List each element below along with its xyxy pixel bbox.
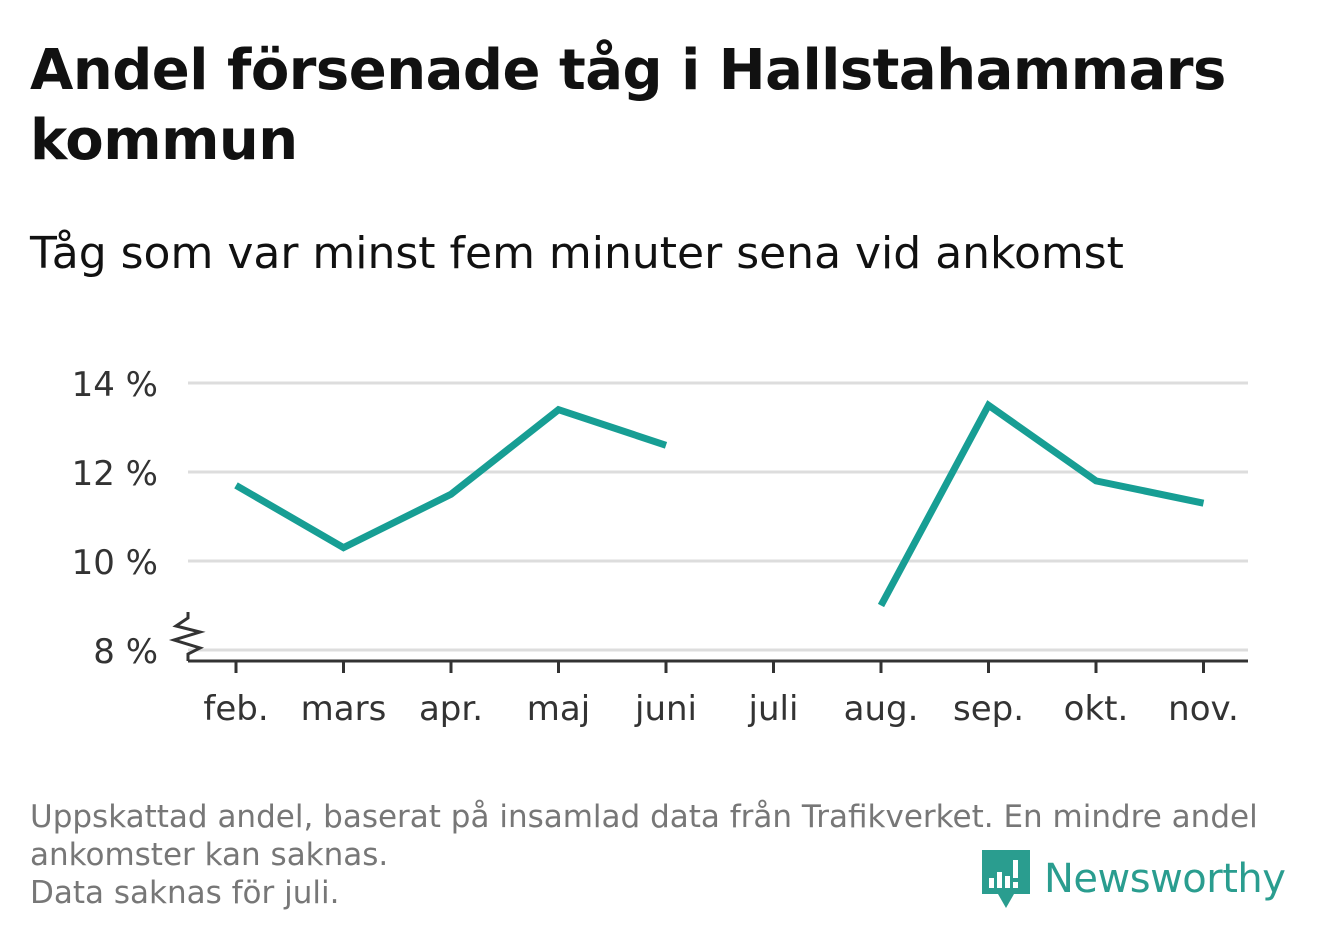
- x-tick-label: okt.: [1064, 689, 1129, 729]
- x-tick-label: apr.: [419, 689, 483, 729]
- y-tick-label: 8 %: [93, 632, 158, 672]
- x-tick-label: juli: [748, 689, 799, 729]
- footnote: Uppskattad andel, baserat på insamlad da…: [30, 798, 1290, 912]
- newsworthy-logo-icon: [982, 850, 1030, 908]
- x-tick-label: nov.: [1168, 689, 1239, 729]
- x-tick-label: aug.: [844, 689, 919, 729]
- axis-break-marker: [168, 612, 206, 661]
- brand-logo: Newsworthy: [980, 848, 1286, 910]
- y-tick-label: 10 %: [72, 543, 158, 583]
- footnote-line-3: Data saknas för juli.: [30, 875, 340, 911]
- footnote-line-1: Uppskattad andel, baserat på insamlad da…: [30, 799, 1258, 835]
- x-tick-label: juni: [634, 689, 697, 729]
- gridlines: [188, 381, 1248, 652]
- x-tick-label: sep.: [953, 689, 1024, 729]
- data-series: [234, 400, 1205, 608]
- chart-subtitle: Tåg som var minst fem minuter sena vid a…: [30, 228, 1124, 279]
- x-tick-label: feb.: [203, 689, 268, 729]
- y-tick-label: 12 %: [72, 454, 158, 494]
- footnote-line-2: ankomster kan saknas.: [30, 837, 389, 873]
- x-tick-label: maj: [527, 689, 590, 729]
- series-line-segment: [234, 405, 668, 552]
- y-tick-label: 14 %: [72, 365, 158, 405]
- x-tick-labels: feb. mars apr. maj juni juli aug. sep. okt. nov.: [203, 689, 1238, 729]
- chart-title: Andel försenade tåg i Hallstahammars kom…: [30, 38, 1226, 173]
- axes: [168, 612, 1248, 673]
- y-tick-labels: 8 % 10 % 12 % 14 %: [72, 365, 158, 672]
- brand-name: Newsworthy: [1044, 856, 1286, 902]
- series-line-segment: [877, 400, 1205, 608]
- x-tick-label: mars: [301, 689, 387, 729]
